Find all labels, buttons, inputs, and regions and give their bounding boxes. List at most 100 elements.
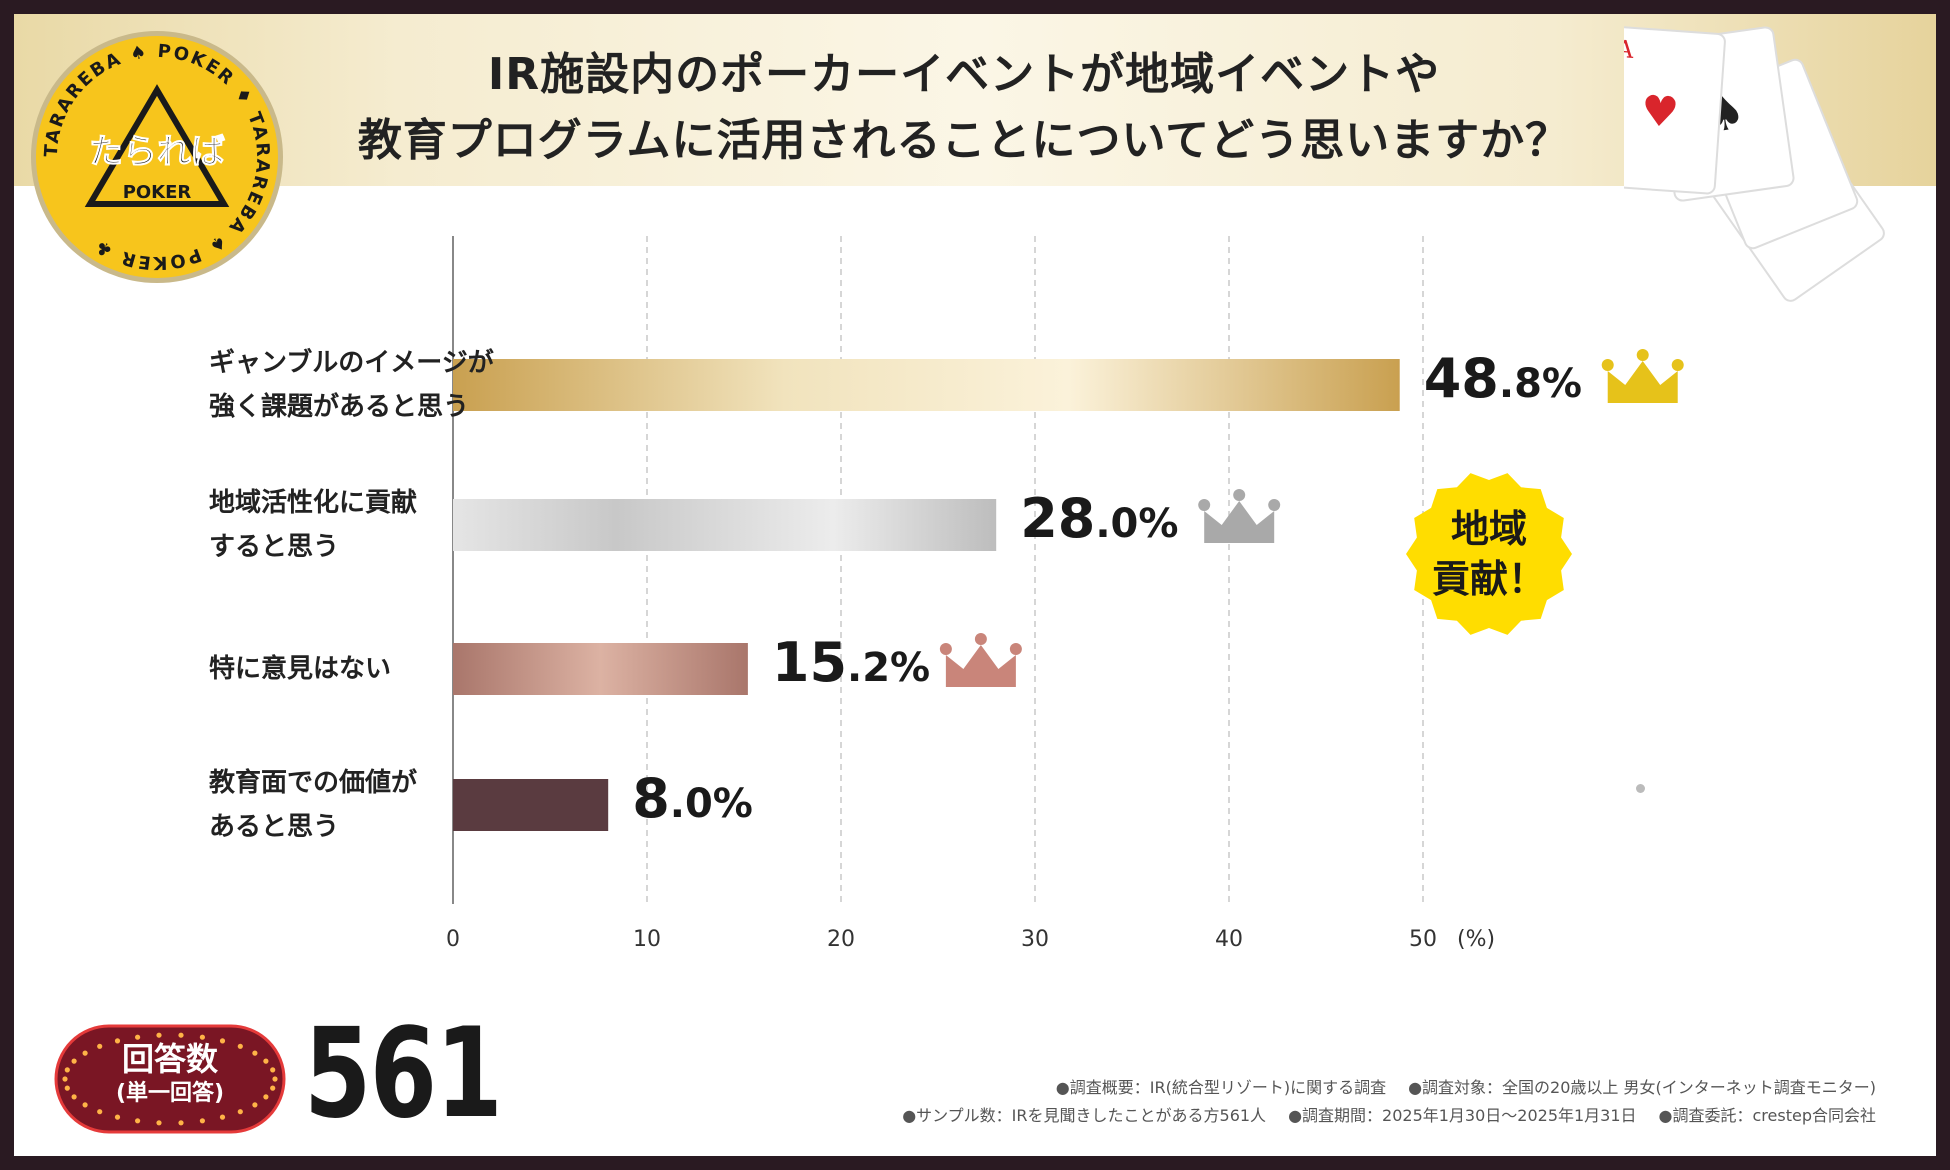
marquee-dot bbox=[97, 1043, 103, 1049]
marquee-dot bbox=[272, 1076, 278, 1082]
marquee-dot bbox=[270, 1085, 276, 1091]
x-tick-label: 30 bbox=[1021, 927, 1049, 952]
marquee-dot bbox=[219, 1114, 226, 1120]
marquee-dot bbox=[62, 1076, 68, 1082]
x-tick-label: 10 bbox=[633, 927, 661, 952]
response-count-pill bbox=[54, 1024, 286, 1134]
marquee-dot bbox=[82, 1102, 88, 1108]
value-integer: 15 bbox=[771, 631, 848, 694]
marquee-dot bbox=[252, 1102, 258, 1108]
response-count: 561 bbox=[304, 1002, 503, 1146]
badge-text: 地域 貢献！ bbox=[1404, 504, 1574, 604]
decorative-dot bbox=[1636, 784, 1645, 793]
marquee-dot bbox=[178, 1032, 184, 1038]
header-band bbox=[14, 14, 1936, 186]
marquee-dot bbox=[64, 1085, 70, 1091]
title-line-1: IR施設内のポーカーイベントが地域イベントや bbox=[487, 49, 1441, 100]
crown-jewel bbox=[1233, 489, 1246, 501]
category-label-line: すると思う bbox=[209, 532, 340, 562]
crown-jewel bbox=[1636, 349, 1649, 361]
value-label: 28.0% bbox=[1020, 487, 1178, 550]
crown-layer bbox=[939, 349, 1684, 687]
marquee-dot bbox=[135, 1034, 141, 1040]
marquee-dot bbox=[237, 1109, 243, 1115]
marquee-dot bbox=[114, 1038, 121, 1044]
crown-jewel bbox=[1601, 359, 1614, 371]
category-label-line: あると思う bbox=[209, 812, 340, 842]
playing-cards-decoration: A ♦ A ♣ A ♠ A ♥ bbox=[1624, 25, 1885, 302]
marquee-dot bbox=[135, 1118, 141, 1124]
page-title: IR施設内のポーカーイベントが地域イベントや 教育プログラムに活用されることにつ… bbox=[314, 42, 1614, 174]
category-label: ギャンブルのイメージが 強く課題があると思う bbox=[209, 341, 494, 429]
badge-line-2: 貢献！ bbox=[1431, 557, 1546, 601]
marquee-dot bbox=[114, 1114, 121, 1120]
badge-line-1: 地域 bbox=[1450, 507, 1527, 551]
bar-chart: 0 10 20 30 40 50 (%) bbox=[446, 236, 1684, 952]
logo-sub-text: POKER bbox=[123, 182, 192, 203]
category-label-line: 強く課題があると思う bbox=[209, 392, 470, 422]
value-decimal: .2% bbox=[847, 645, 931, 691]
regional-contribution-badge bbox=[1406, 473, 1572, 635]
bar-layer bbox=[453, 359, 1400, 831]
value-label: 48.8% bbox=[1424, 347, 1582, 410]
crown-jewel bbox=[1671, 359, 1684, 371]
x-tick-label: 20 bbox=[827, 927, 855, 952]
notes-line-2: ●サンプル数：IRを見聞きしたことがある方561人 ●調査期間：2025年1月30… bbox=[902, 1102, 1876, 1130]
marquee-dot bbox=[252, 1050, 258, 1056]
marquee-dot bbox=[237, 1043, 243, 1049]
marquee-dot bbox=[178, 1120, 184, 1126]
survey-notes: ●調査概要：IR(統合型リゾート)に関する調査 ●調査対象：全国の20歳以上 男女… bbox=[902, 1074, 1876, 1130]
bronze-crown-icon bbox=[945, 645, 1016, 687]
category-label: 教育面での価値が あると思う bbox=[209, 761, 417, 849]
response-label: 回答数 (単一回答) bbox=[54, 1039, 286, 1109]
crown-jewel bbox=[1268, 499, 1281, 511]
value-decimal: .8% bbox=[1498, 361, 1582, 407]
infographic-frame: IR施設内のポーカーイベントが地域イベントや 教育プログラムに活用されることにつ… bbox=[14, 14, 1936, 1156]
crown-jewel bbox=[1009, 643, 1022, 655]
category-label-line: 地域活性化に貢献 bbox=[209, 488, 418, 518]
marquee-dot bbox=[263, 1094, 269, 1100]
marquee-dot bbox=[97, 1109, 103, 1115]
x-tick-label: 50 bbox=[1409, 927, 1437, 952]
logo-triangle bbox=[84, 84, 230, 207]
value-label: 15.2% bbox=[772, 631, 930, 694]
bar bbox=[453, 359, 1400, 411]
tarareba-poker-logo: TARAREBA ♠ POKER ♦ TARAREBA ♠ POKER ♣ たら… bbox=[31, 31, 283, 283]
marquee-dot bbox=[71, 1094, 77, 1100]
response-label-sub: (単一回答) bbox=[115, 1081, 225, 1106]
marquee-dot bbox=[219, 1038, 226, 1044]
category-label: 特に意見はない bbox=[209, 647, 391, 691]
marquee-dot bbox=[71, 1058, 77, 1064]
value-decimal: .0% bbox=[1095, 501, 1179, 547]
card-rank: A bbox=[1624, 35, 1635, 64]
marquee-dot bbox=[64, 1067, 70, 1073]
heart-suit-icon: ♥ bbox=[1639, 86, 1680, 138]
marquee-dot bbox=[199, 1034, 205, 1040]
value-integer: 48 bbox=[1423, 347, 1499, 410]
bar bbox=[453, 643, 748, 695]
response-label-main: 回答数 bbox=[121, 1040, 218, 1078]
marquee-dot bbox=[199, 1118, 205, 1124]
bar bbox=[453, 499, 997, 551]
category-label: 地域活性化に貢献 すると思う bbox=[209, 481, 417, 569]
category-label-line: ギャンブルのイメージが bbox=[209, 348, 494, 378]
value-integer: 8 bbox=[632, 767, 670, 830]
bar bbox=[453, 779, 609, 831]
x-axis-unit: (%) bbox=[1457, 927, 1495, 952]
gold-crown-icon bbox=[1607, 361, 1678, 403]
silver-crown-icon bbox=[1204, 501, 1275, 543]
category-label-line: 特に意見はない bbox=[209, 654, 392, 684]
x-tick-label: 0 bbox=[446, 927, 460, 952]
marquee-dot bbox=[156, 1032, 162, 1038]
note-contractor: ●調査委託：crestep合同会社 bbox=[1658, 1106, 1876, 1125]
badge-starburst bbox=[1406, 473, 1572, 635]
value-label: 8.0% bbox=[632, 767, 753, 830]
logo-disc bbox=[36, 36, 278, 278]
crown-jewel bbox=[939, 643, 952, 655]
crown-jewel bbox=[974, 633, 987, 645]
note-period: ●調査期間：2025年1月30日～2025年1月31日 bbox=[1288, 1106, 1637, 1125]
category-label-line: 教育面での価値が bbox=[209, 768, 418, 798]
logo-main-text: たられば bbox=[89, 132, 225, 172]
crown-jewel bbox=[1198, 499, 1211, 511]
value-decimal: .0% bbox=[669, 781, 753, 827]
